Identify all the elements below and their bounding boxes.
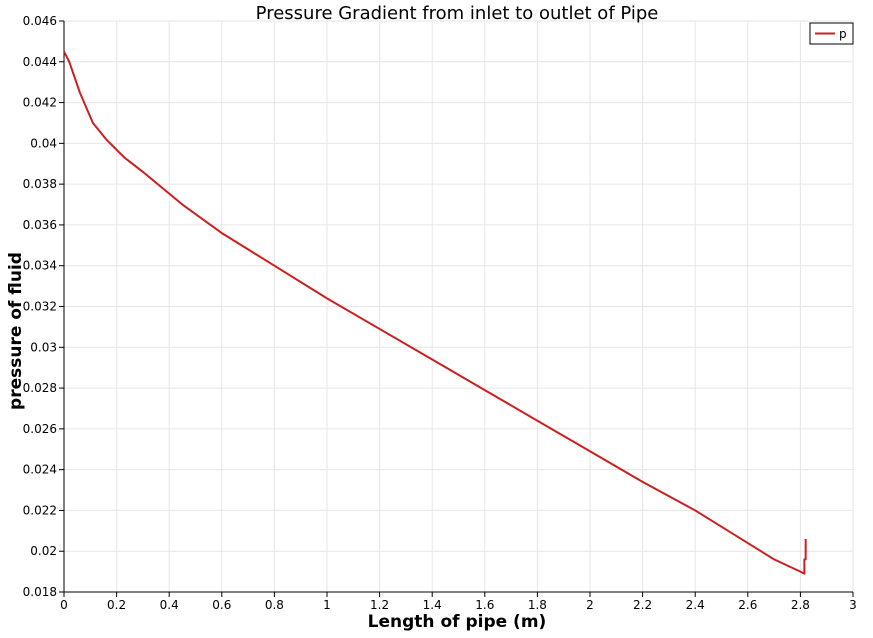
x-tick-label: 0.4 (160, 598, 179, 612)
y-tick-label: 0.018 (23, 585, 57, 599)
axes (59, 20, 854, 597)
x-tick-label: 1.2 (370, 598, 389, 612)
x-tick-label: 1.8 (528, 598, 547, 612)
x-tick-label: 1.4 (423, 598, 442, 612)
y-tick-label: 0.026 (23, 422, 57, 436)
legend-label-p: p (839, 27, 847, 41)
x-tick-label: 2 (586, 598, 594, 612)
y-tick-label: 0.036 (23, 218, 57, 232)
x-tick-label: 3 (849, 598, 857, 612)
x-tick-label: 1.6 (475, 598, 494, 612)
y-tick-label: 0.046 (23, 14, 57, 28)
x-axis-title: Length of pipe (m) (368, 612, 547, 632)
x-tick-label: 2.2 (633, 598, 652, 612)
y-tick-label: 0.044 (23, 55, 57, 69)
x-tick-label: 0.2 (107, 598, 126, 612)
x-tick-label: 2.6 (738, 598, 757, 612)
y-tick-label: 0.024 (23, 463, 57, 477)
y-tick-label: 0.02 (30, 544, 57, 558)
x-tick-label: 0.8 (265, 598, 284, 612)
tick-labels: 0 0.2 0.4 0.6 0.8 1 1.2 1.4 1.6 1.8 2 2.2 2.4 2.6 2.8 3… (23, 14, 857, 612)
y-tick-label: 0.042 (23, 96, 57, 110)
y-tick-label: 0.04 (30, 136, 57, 150)
y-tick-label: 0.032 (23, 300, 57, 314)
legend: p (809, 22, 854, 45)
y-tick-label: 0.034 (23, 259, 57, 273)
series-line-p (63, 51, 807, 575)
y-tick-label: 0.038 (23, 177, 57, 191)
y-tick-label: 0.03 (30, 340, 57, 354)
y-tick-label: 0.022 (23, 503, 57, 517)
y-tick-label: 0.028 (23, 381, 57, 395)
x-tick-label: 1 (323, 598, 331, 612)
chart-title: Pressure Gradient from inlet to outlet o… (256, 3, 659, 24)
grid-lines (64, 20, 854, 592)
x-tick-label: 0 (60, 598, 68, 612)
x-tick-label: 2.8 (791, 598, 810, 612)
x-tick-label: 0.6 (212, 598, 231, 612)
y-axis-title: pressure of fluid (6, 252, 26, 410)
x-tick-label: 2.4 (686, 598, 705, 612)
series-layer (63, 51, 807, 575)
